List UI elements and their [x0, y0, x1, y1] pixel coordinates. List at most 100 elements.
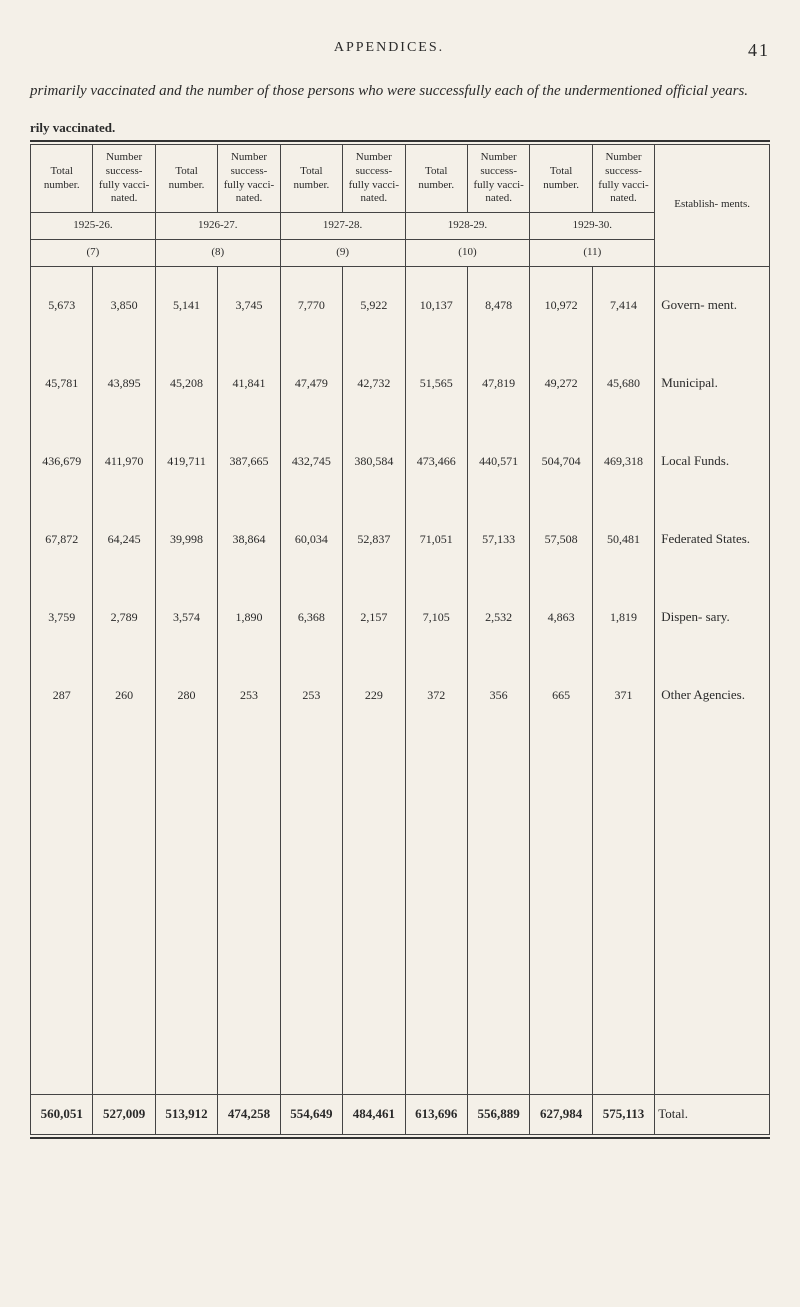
cell: 67,872	[31, 500, 93, 578]
colnum-cell: (11)	[530, 239, 655, 266]
cell: 504,704	[530, 422, 592, 500]
total-cell: 527,009	[93, 1094, 155, 1134]
est-cell: Municipal.	[655, 344, 770, 422]
page-header: APPENDICES. 41	[30, 40, 770, 61]
table-row: 45,781 43,895 45,208 41,841 47,479 42,73…	[31, 344, 770, 422]
col-header-succ: Number success- fully vacci- nated.	[592, 145, 654, 213]
table-row: 67,872 64,245 39,998 38,864 60,034 52,83…	[31, 500, 770, 578]
cell: 57,133	[467, 500, 529, 578]
cell: 356	[467, 656, 529, 734]
cell: 436,679	[31, 422, 93, 500]
cell: 380,584	[343, 422, 405, 500]
empty-space-row	[31, 734, 770, 1094]
total-cell: 554,649	[280, 1094, 342, 1134]
col-header-succ: Number success- fully vacci- nated.	[218, 145, 280, 213]
colnum-cell: (7)	[31, 239, 156, 266]
cell: 10,137	[405, 266, 467, 344]
total-cell: 484,461	[343, 1094, 405, 1134]
cell: 469,318	[592, 422, 654, 500]
cell: 50,481	[592, 500, 654, 578]
cell: 41,841	[218, 344, 280, 422]
page-number: 41	[748, 40, 770, 61]
est-cell: Govern- ment.	[655, 266, 770, 344]
est-cell: Federated States.	[655, 500, 770, 578]
table-caption: rily vaccinated.	[30, 120, 770, 136]
total-cell: 513,912	[155, 1094, 217, 1134]
colnum-cell: (10)	[405, 239, 530, 266]
cell: 51,565	[405, 344, 467, 422]
col-header-succ: Number success- fully vacci- nated.	[467, 145, 529, 213]
total-cell: 613,696	[405, 1094, 467, 1134]
cell: 2,789	[93, 578, 155, 656]
cell: 1,819	[592, 578, 654, 656]
col-header-establishments: Establish- ments.	[655, 145, 770, 267]
cell: 665	[530, 656, 592, 734]
cell: 371	[592, 656, 654, 734]
cell: 1,890	[218, 578, 280, 656]
cell: 64,245	[93, 500, 155, 578]
cell: 440,571	[467, 422, 529, 500]
cell: 3,574	[155, 578, 217, 656]
year-cell: 1928-29.	[405, 213, 530, 240]
cell: 47,479	[280, 344, 342, 422]
cell: 253	[218, 656, 280, 734]
cell: 47,819	[467, 344, 529, 422]
table-row: 436,679 411,970 419,711 387,665 432,745 …	[31, 422, 770, 500]
table-row: 3,759 2,789 3,574 1,890 6,368 2,157 7,10…	[31, 578, 770, 656]
table-frame: Total number. Number success- fully vacc…	[30, 140, 770, 1139]
cell: 5,922	[343, 266, 405, 344]
cell: 2,157	[343, 578, 405, 656]
cell: 45,208	[155, 344, 217, 422]
est-cell: Local Funds.	[655, 422, 770, 500]
colnum-cell: (8)	[155, 239, 280, 266]
year-cell: 1926-27.	[155, 213, 280, 240]
data-table: Total number. Number success- fully vacc…	[30, 144, 770, 1135]
cell: 5,673	[31, 266, 93, 344]
total-cell: 575,113	[592, 1094, 654, 1134]
col-header-total: Total number.	[31, 145, 93, 213]
col-header-total: Total number.	[405, 145, 467, 213]
total-cell: 560,051	[31, 1094, 93, 1134]
header-row: Total number. Number success- fully vacc…	[31, 145, 770, 213]
cell: 7,414	[592, 266, 654, 344]
cell: 6,368	[280, 578, 342, 656]
cell: 71,051	[405, 500, 467, 578]
page-title: APPENDICES.	[30, 40, 748, 61]
cell: 287	[31, 656, 93, 734]
cell: 229	[343, 656, 405, 734]
cell: 7,770	[280, 266, 342, 344]
cell: 260	[93, 656, 155, 734]
cell: 4,863	[530, 578, 592, 656]
cell: 3,759	[31, 578, 93, 656]
col-header-total: Total number.	[155, 145, 217, 213]
total-cell: 627,984	[530, 1094, 592, 1134]
cell: 432,745	[280, 422, 342, 500]
total-cell: 556,889	[467, 1094, 529, 1134]
col-header-total: Total number.	[530, 145, 592, 213]
cell: 8,478	[467, 266, 529, 344]
intro-paragraph: primarily vaccinated and the number of t…	[30, 81, 770, 102]
cell: 411,970	[93, 422, 155, 500]
est-cell: Dispen- sary.	[655, 578, 770, 656]
cell: 49,272	[530, 344, 592, 422]
colnum-cell: (9)	[280, 239, 405, 266]
cell: 39,998	[155, 500, 217, 578]
col-header-total: Total number.	[280, 145, 342, 213]
cell: 419,711	[155, 422, 217, 500]
cell: 2,532	[467, 578, 529, 656]
cell: 38,864	[218, 500, 280, 578]
table-row: 287 260 280 253 253 229 372 356 665 371 …	[31, 656, 770, 734]
cell: 52,837	[343, 500, 405, 578]
cell: 3,850	[93, 266, 155, 344]
cell: 57,508	[530, 500, 592, 578]
cell: 280	[155, 656, 217, 734]
cell: 473,466	[405, 422, 467, 500]
cell: 7,105	[405, 578, 467, 656]
col-header-succ: Number success- fully vacci- nated.	[343, 145, 405, 213]
cell: 5,141	[155, 266, 217, 344]
total-label: Total.	[655, 1094, 770, 1134]
est-cell: Other Agencies.	[655, 656, 770, 734]
table-row: 5,673 3,850 5,141 3,745 7,770 5,922 10,1…	[31, 266, 770, 344]
cell: 45,781	[31, 344, 93, 422]
year-cell: 1927-28.	[280, 213, 405, 240]
